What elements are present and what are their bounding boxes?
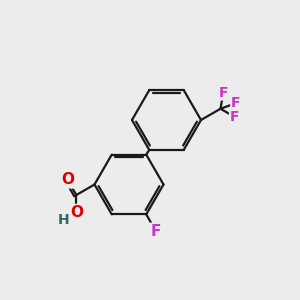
Text: F: F xyxy=(151,224,161,239)
Text: H: H xyxy=(58,213,70,226)
Text: F: F xyxy=(231,96,241,110)
Text: F: F xyxy=(230,110,239,124)
Text: F: F xyxy=(219,85,228,100)
Text: O: O xyxy=(70,205,83,220)
Text: O: O xyxy=(61,172,74,188)
